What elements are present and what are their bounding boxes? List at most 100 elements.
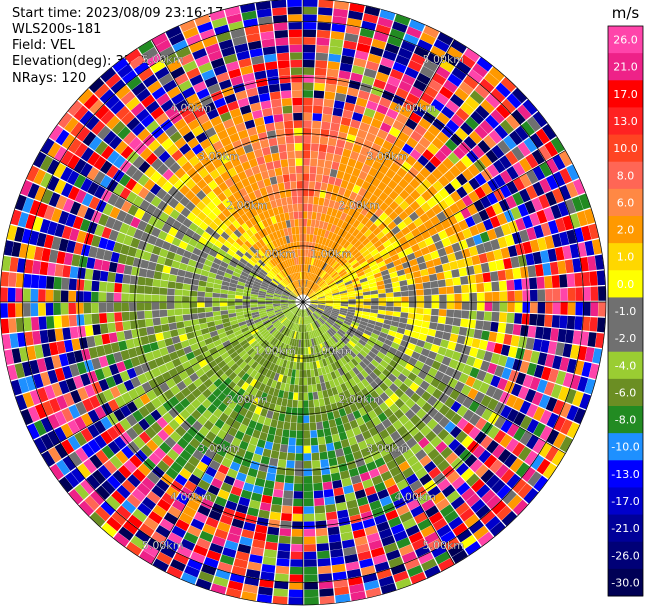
velocity-cell — [287, 285, 293, 292]
velocity-cell — [428, 511, 444, 525]
velocity-cell — [327, 257, 334, 266]
velocity-cell — [224, 450, 236, 461]
velocity-cell — [497, 270, 507, 281]
velocity-cell — [151, 126, 165, 139]
velocity-cell — [148, 378, 159, 389]
velocity-cell — [236, 50, 251, 61]
velocity-cell — [295, 316, 299, 324]
velocity-cell — [257, 374, 266, 383]
velocity-cell — [341, 249, 349, 257]
velocity-cell — [331, 309, 340, 314]
velocity-cell — [332, 479, 343, 489]
velocity-cell — [371, 160, 382, 171]
velocity-cell — [438, 175, 450, 187]
velocity-cell — [278, 144, 287, 153]
velocity-cell — [220, 351, 230, 360]
velocity-cell — [303, 14, 317, 23]
velocity-cell — [98, 281, 108, 292]
velocity-cell — [545, 302, 553, 315]
velocity-cell — [102, 203, 114, 216]
velocity-cell — [539, 425, 553, 442]
velocity-cell — [372, 367, 382, 377]
colorbar-swatch — [608, 243, 643, 271]
velocity-cell — [237, 97, 250, 108]
velocity-cell — [274, 481, 284, 491]
velocity-cell — [283, 309, 291, 315]
velocity-cell — [280, 334, 286, 343]
velocity-cell — [162, 412, 174, 424]
velocity-cell — [282, 291, 290, 296]
velocity-cell — [241, 177, 251, 188]
velocity-cell — [294, 249, 299, 258]
velocity-cell — [461, 194, 473, 207]
velocity-cell — [379, 265, 388, 272]
velocity-cell — [290, 273, 295, 282]
velocity-cell — [390, 490, 403, 503]
velocity-cell — [488, 331, 498, 343]
velocity-cell — [525, 253, 535, 266]
velocity-cell — [234, 430, 245, 441]
velocity-cell — [540, 250, 550, 264]
velocity-cell — [558, 150, 573, 167]
velocity-cell — [89, 395, 101, 409]
velocity-cell — [254, 251, 263, 260]
velocity-cell — [566, 358, 577, 374]
velocity-cell — [71, 338, 81, 351]
velocity-cell — [162, 193, 174, 205]
velocity-cell — [383, 477, 396, 489]
velocity-cell — [224, 177, 235, 188]
velocity-cell — [286, 312, 293, 318]
velocity-cell — [307, 289, 313, 297]
velocity-cell — [420, 268, 429, 277]
velocity-cell — [510, 383, 523, 397]
velocity-cell — [172, 374, 183, 385]
velocity-cell — [230, 486, 243, 497]
velocity-cell — [108, 332, 118, 343]
velocity-cell — [144, 294, 152, 302]
velocity-cell — [427, 243, 437, 253]
velocity-cell — [480, 330, 490, 341]
velocity-cell — [115, 85, 131, 100]
velocity-cell — [235, 471, 247, 482]
velocity-cell — [324, 238, 331, 247]
velocity-cell — [370, 546, 385, 558]
velocity-cell — [340, 382, 348, 392]
velocity-cell — [265, 306, 274, 310]
velocity-cell — [378, 575, 395, 587]
velocity-cell — [101, 522, 118, 538]
velocity-cell — [230, 28, 246, 39]
velocity-cell — [326, 442, 335, 452]
velocity-cell — [38, 316, 47, 330]
velocity-cell — [331, 325, 339, 333]
velocity-cell — [298, 211, 303, 219]
velocity-cell — [148, 510, 163, 525]
velocity-cell — [288, 302, 296, 305]
velocity-cell — [383, 257, 393, 265]
velocity-cell — [208, 509, 222, 522]
velocity-cell — [277, 272, 284, 280]
velocity-cell — [329, 379, 336, 389]
velocity-cell — [286, 276, 292, 283]
velocity-cell — [388, 413, 399, 425]
velocity-cell — [250, 293, 259, 298]
velocity-cell — [315, 52, 329, 61]
velocity-cell — [492, 302, 500, 312]
velocity-cell — [27, 406, 41, 423]
velocity-cell — [201, 69, 216, 81]
velocity-cell — [244, 25, 260, 36]
velocity-cell — [219, 554, 235, 566]
velocity-cell — [159, 382, 170, 393]
velocity-cell — [303, 218, 308, 227]
velocity-cell — [139, 199, 151, 212]
velocity-cell — [316, 336, 322, 345]
velocity-cell — [303, 468, 313, 476]
velocity-cell — [482, 272, 492, 283]
velocity-cell — [298, 339, 302, 348]
velocity-cell — [15, 288, 24, 302]
velocity-cell — [542, 462, 557, 479]
velocity-cell — [404, 348, 414, 357]
velocity-cell — [385, 244, 395, 253]
velocity-cell — [437, 247, 447, 257]
velocity-cell — [541, 366, 552, 381]
velocity-cell — [489, 521, 506, 537]
